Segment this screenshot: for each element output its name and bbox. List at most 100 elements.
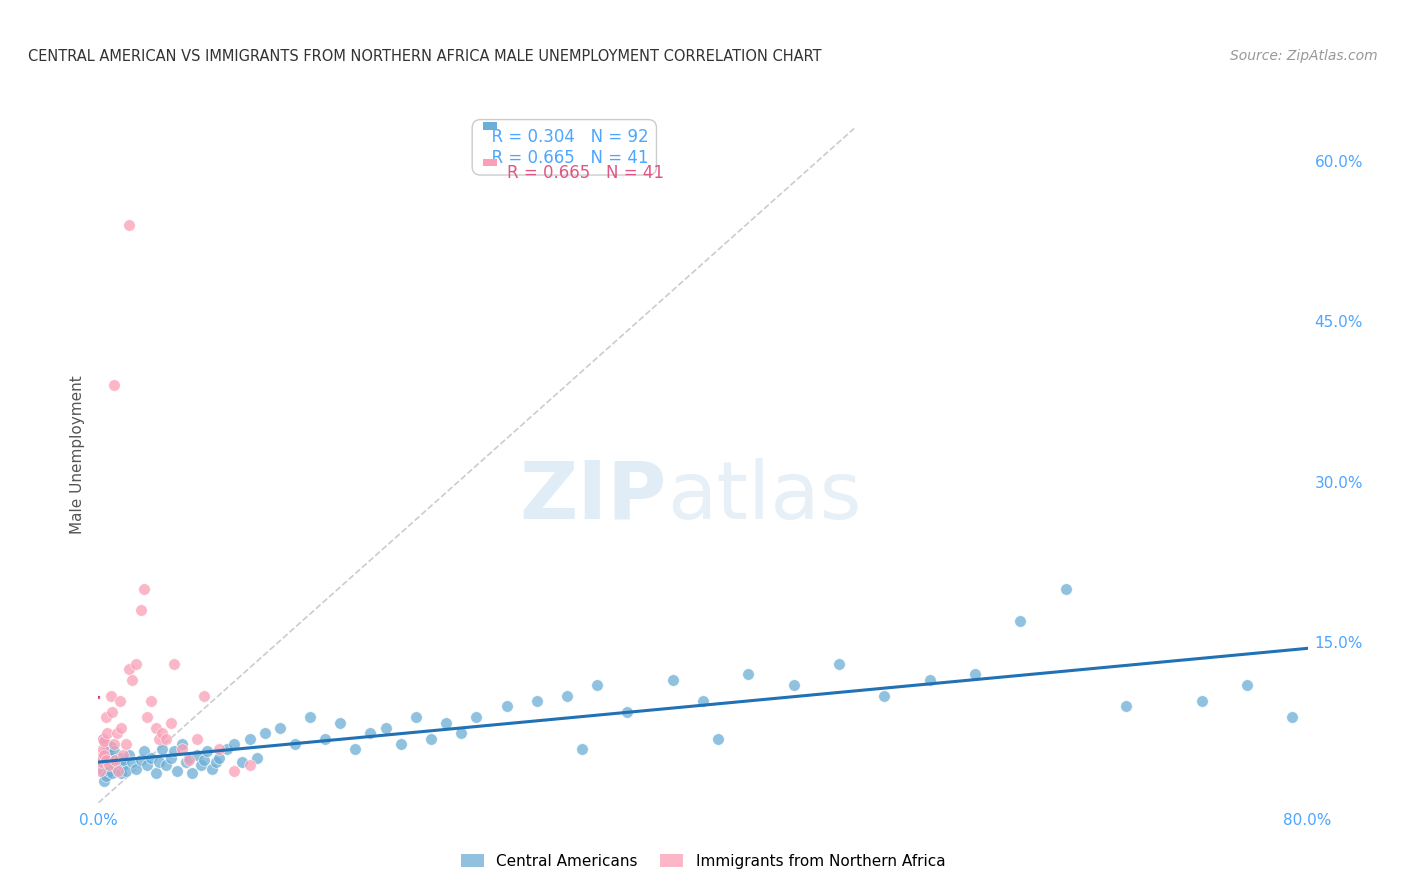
Point [104, 753, 127, 767]
Point [104, 753, 127, 767]
Point [103, 378, 125, 392]
Point [107, 755, 129, 769]
Point [246, 751, 269, 765]
Point [94, 737, 117, 751]
Point [90, 747, 112, 762]
Bar [482, 159, 498, 166]
Point [141, 751, 163, 765]
Point [91, 731, 114, 746]
Point [586, 678, 609, 692]
Point [231, 755, 253, 769]
Point [103, 744, 125, 758]
Point [163, 657, 186, 671]
Point [193, 753, 215, 767]
Point [170, 737, 193, 751]
Point [873, 689, 896, 703]
Text: ZIP: ZIP [519, 458, 666, 536]
Point [94, 710, 117, 724]
Point [110, 721, 132, 735]
Point [91, 731, 114, 746]
Point [90, 753, 112, 767]
Point [1010, 614, 1032, 628]
Point [125, 762, 148, 776]
Point [174, 755, 197, 769]
Point [94, 769, 117, 783]
Point [145, 765, 167, 780]
Point [465, 710, 488, 724]
Point [103, 737, 125, 751]
Point [89, 764, 111, 778]
Point [193, 689, 215, 703]
Point [965, 667, 987, 681]
Point [111, 758, 134, 772]
Point [129, 603, 152, 617]
Bar [482, 122, 498, 130]
Point [148, 755, 170, 769]
Point [155, 731, 177, 746]
Point [692, 694, 714, 708]
Point [1115, 699, 1137, 714]
Point [181, 765, 204, 780]
Point [114, 764, 136, 778]
Text: R = 0.304   N = 92
  R = 0.665   N = 41: R = 0.304 N = 92 R = 0.665 N = 41 [481, 128, 648, 167]
Point [91, 742, 114, 756]
Point [101, 705, 124, 719]
Point [132, 582, 155, 596]
Point [208, 751, 231, 765]
Point [828, 657, 851, 671]
Point [1054, 582, 1077, 596]
Point [105, 762, 128, 776]
Point [125, 657, 148, 671]
Point [420, 731, 443, 746]
Point [239, 731, 262, 746]
Point [571, 742, 593, 756]
Point [98, 758, 121, 772]
Point [329, 715, 352, 730]
Point [135, 710, 157, 724]
Point [450, 726, 472, 740]
Point [114, 737, 136, 751]
Point [101, 765, 124, 780]
Point [160, 751, 183, 765]
Point [100, 689, 122, 703]
Point [93, 774, 115, 789]
Point [96, 742, 118, 756]
Legend: Central Americans, Immigrants from Northern Africa: Central Americans, Immigrants from North… [454, 848, 952, 875]
Point [111, 747, 134, 762]
Point [239, 758, 262, 772]
Point [100, 755, 122, 769]
Point [344, 742, 367, 756]
Point [96, 753, 118, 767]
Point [179, 751, 201, 765]
Point [100, 740, 122, 755]
Point [110, 765, 132, 780]
Point [555, 689, 578, 703]
Point [195, 744, 218, 758]
Point [707, 731, 730, 746]
Point [105, 726, 128, 740]
Point [526, 694, 548, 708]
Point [208, 742, 231, 756]
Point [118, 218, 141, 232]
Point [94, 758, 117, 772]
Point [163, 744, 186, 758]
Point [190, 758, 212, 772]
Point [389, 737, 412, 751]
Point [90, 755, 112, 769]
Text: R = 0.665   N = 41: R = 0.665 N = 41 [508, 164, 664, 182]
Point [205, 755, 228, 769]
Point [121, 755, 143, 769]
Point [103, 758, 125, 772]
Point [96, 726, 118, 740]
Point [150, 726, 173, 740]
Point [495, 699, 517, 714]
Point [118, 747, 141, 762]
Point [201, 762, 224, 776]
Point [918, 673, 941, 687]
Point [118, 662, 141, 676]
Point [299, 710, 322, 724]
Point [360, 726, 382, 740]
Point [132, 744, 155, 758]
Point [145, 721, 167, 735]
Point [121, 673, 143, 687]
